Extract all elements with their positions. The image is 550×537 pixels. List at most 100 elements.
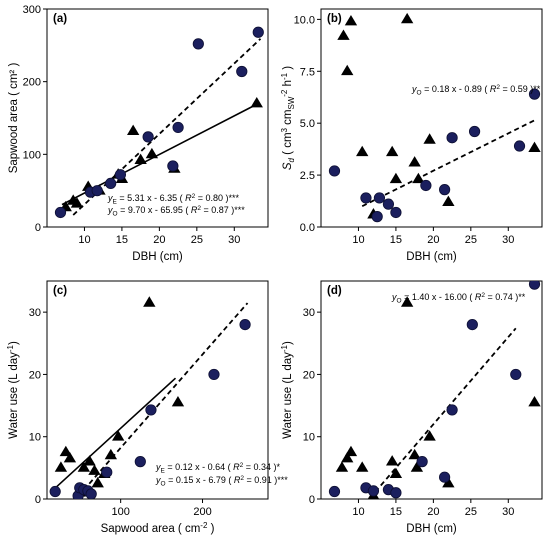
data-point-circle	[252, 26, 264, 38]
plot-area	[49, 296, 251, 499]
data-point-triangle	[341, 452, 354, 463]
y-axis-label: Sd ( cm3 cmSW-2 h-1 )	[280, 66, 296, 170]
y-tick-label: 200	[23, 77, 41, 89]
data-point-triangle	[59, 445, 73, 457]
data-point-circle	[360, 192, 372, 204]
regression-equation: yO = 9.70 x - 65.95 ( R2 = 0.87 )***	[107, 205, 245, 218]
x-axis-label: DBH (cm)	[132, 251, 183, 263]
y-tick-label: 5.0	[300, 118, 315, 130]
panel-label: (b)	[327, 13, 342, 25]
regression-equation: yE = 0.12 x - 0.64 ( R2 = 0.34 )*	[155, 462, 281, 475]
y-tick-label: 0	[35, 494, 41, 506]
regression-equation: yO = 0.15 x - 6.79 ( R2 = 0.91 )***	[155, 475, 288, 488]
plot-frame	[46, 8, 269, 228]
data-point-triangle	[91, 476, 104, 488]
data-point-circle	[145, 404, 157, 416]
data-point-triangle	[126, 124, 140, 135]
data-point-circle	[172, 121, 184, 134]
y-tick-label: 20	[29, 369, 41, 381]
x-tick-label: 10	[78, 234, 90, 246]
data-point-circle	[101, 466, 113, 478]
data-point-triangle	[528, 141, 541, 153]
data-point-circle	[466, 318, 478, 331]
data-point-circle	[54, 206, 67, 219]
data-point-triangle	[400, 12, 414, 24]
data-point-circle	[208, 368, 220, 381]
data-point-triangle	[70, 197, 84, 208]
y-tick-label: 0.0	[300, 222, 315, 234]
data-point-circle	[367, 485, 380, 497]
data-point-triangle	[335, 461, 349, 472]
plot-frame	[320, 280, 543, 500]
plot-area	[328, 281, 541, 499]
panel-label: (c)	[53, 285, 67, 297]
data-point-circle	[49, 485, 61, 498]
data-point-triangle	[389, 172, 403, 184]
data-point-circle	[134, 456, 146, 468]
x-tick-label: 25	[191, 234, 203, 246]
data-point-triangle	[77, 461, 91, 472]
data-point-triangle	[104, 448, 118, 460]
data-point-circle	[91, 185, 103, 197]
x-tick-label: 20	[427, 234, 439, 246]
data-point-triangle	[356, 145, 369, 157]
data-point-circle	[416, 456, 428, 468]
plot-frame	[46, 280, 269, 500]
data-point-circle	[468, 125, 481, 138]
plot-area	[54, 26, 264, 219]
regression-equation: yO = 1.40 x - 16.00 ( R2 = 0.74 )**	[391, 292, 526, 305]
data-point-circle	[528, 88, 541, 100]
y-tick-label: 2.5	[300, 170, 315, 182]
data-point-circle	[390, 487, 402, 499]
data-point-triangle	[341, 64, 354, 76]
x-tick-label: 100	[111, 506, 129, 518]
data-point-triangle	[400, 296, 414, 307]
x-tick-label: 20	[427, 506, 439, 518]
y-axis-label: Sapwood area ( cm² )	[8, 63, 20, 174]
data-point-circle	[510, 368, 522, 381]
data-point-circle	[513, 140, 526, 152]
data-point-triangle	[412, 172, 425, 184]
data-point-circle	[420, 179, 432, 192]
regression-equation: yO = 0.18 x - 0.89 ( R2 = 0.59 )**	[411, 84, 541, 97]
data-point-triangle	[442, 476, 455, 488]
y-tick-label: 10	[29, 432, 41, 444]
data-point-circle	[528, 281, 541, 290]
panel-2: (b) 10 15 20 25 30 0.0 2.5 5.0 7.5 10.0 DBH (cm) Sd …	[280, 8, 543, 263]
y-tick-label: 20	[303, 369, 315, 381]
data-point-circle	[239, 318, 251, 331]
data-point-circle	[446, 132, 458, 144]
data-point-circle	[192, 38, 204, 50]
fit-line-observed	[361, 119, 535, 208]
data-point-circle	[382, 198, 395, 210]
fit-line-observed	[77, 302, 249, 498]
data-point-triangle	[389, 467, 403, 478]
data-point-triangle	[442, 195, 455, 206]
y-axis-label: Water use (L day-1)	[6, 341, 20, 439]
x-tick-label: 200	[193, 506, 211, 518]
data-point-circle	[328, 485, 341, 498]
data-point-triangle	[344, 445, 358, 457]
data-point-circle	[373, 192, 386, 204]
fit-line-observed	[72, 38, 262, 216]
data-point-triangle	[385, 145, 399, 157]
plot-frame	[320, 8, 543, 228]
y-tick-label: 30	[303, 307, 315, 319]
data-point-triangle	[134, 153, 147, 165]
data-point-circle	[167, 160, 179, 172]
data-point-circle	[439, 471, 451, 483]
data-point-triangle	[112, 430, 125, 441]
y-tick-label: 7.5	[300, 66, 315, 78]
x-tick-label: 10	[352, 506, 364, 518]
x-tick-label: 15	[116, 234, 128, 246]
y-tick-label: 10.0	[294, 14, 315, 26]
panel-label: (a)	[53, 13, 67, 25]
data-point-triangle	[143, 296, 156, 307]
data-point-circle	[439, 184, 451, 196]
data-point-circle	[328, 165, 341, 177]
data-point-circle	[236, 65, 248, 78]
data-point-circle	[390, 206, 402, 219]
x-tick-label: 15	[390, 506, 402, 518]
data-point-triangle	[528, 395, 541, 407]
fit-line-observed	[369, 327, 517, 499]
